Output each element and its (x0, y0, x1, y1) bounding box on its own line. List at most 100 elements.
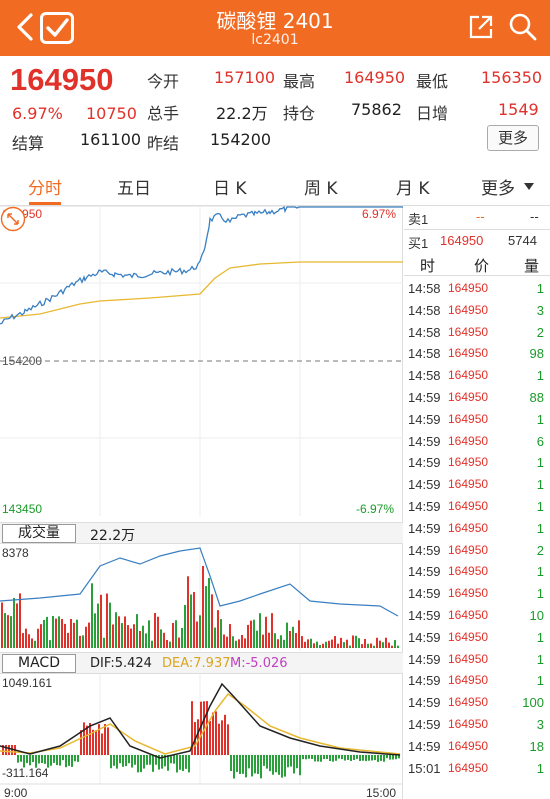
watchlist-check-icon[interactable] (40, 12, 74, 44)
macd-bar (224, 714, 226, 755)
trade-time: 14:59 (408, 520, 441, 536)
tab-weekly-k[interactable]: 周 K (304, 179, 338, 199)
trade-price: 164950 (448, 411, 489, 426)
volume-bar (73, 622, 75, 648)
trade-time: 14:59 (408, 455, 441, 471)
volume-bar (247, 624, 249, 648)
volume-bar (121, 623, 123, 648)
expand-chart-icon[interactable] (0, 206, 26, 232)
macd-indicator-button[interactable]: MACD (2, 654, 76, 673)
trade-time: 14:59 (408, 433, 441, 449)
trade-time: 14:59 (408, 586, 441, 602)
trade-time: 14:59 (408, 390, 441, 405)
macd-bar (317, 755, 319, 762)
trade-row: 14:59 164950 88 (404, 387, 550, 409)
chart-area[interactable]: 164950 6.97% 154200 143450 -6.97% 成交量 22… (0, 206, 403, 799)
volume-bar (103, 637, 105, 648)
trade-qty: 1 (536, 760, 544, 776)
prev-settle-label: 昨结 (147, 134, 180, 153)
tab-intraday[interactable]: 分时 (28, 179, 62, 199)
volume-bar (277, 639, 279, 648)
macd-bar (68, 755, 70, 766)
volume-bar (112, 624, 114, 648)
macd-bar (179, 755, 181, 770)
macd-bar (98, 724, 100, 755)
macd-bar (149, 755, 151, 765)
macd-bar (248, 755, 250, 769)
trade-time: 14:59 (408, 499, 441, 514)
volume-bar (334, 636, 336, 648)
trade-time: 14:58 (408, 324, 441, 340)
volume-bar (370, 643, 372, 648)
trade-time: 14:59 (408, 477, 441, 493)
volume-bar (10, 616, 12, 648)
price-bottom-label: 143450 (2, 502, 43, 516)
trade-row: 14:59 164950 1 (404, 496, 550, 518)
volume-total: 22.2万 (90, 528, 136, 544)
macd-bar (299, 755, 301, 776)
more-button[interactable]: 更多 (487, 125, 539, 151)
search-icon[interactable] (508, 12, 538, 42)
share-icon[interactable] (468, 14, 494, 40)
macd-bar (302, 755, 304, 760)
tab-five-day[interactable]: 五日 (117, 179, 151, 199)
volume-bar (52, 616, 54, 648)
macd-bar (35, 755, 37, 768)
macd-bar (326, 755, 328, 759)
volume-bar (397, 645, 399, 648)
volume-bar (202, 566, 204, 648)
trade-time: 14:59 (408, 629, 441, 645)
bid-qty: 5744 (508, 233, 537, 248)
volume-bar (184, 604, 186, 648)
volume-bar (91, 583, 93, 648)
trade-qty: 1 (536, 564, 544, 580)
macd-bar (356, 755, 358, 759)
back-arrow-icon[interactable] (14, 12, 36, 42)
volume-bar (106, 593, 108, 648)
volume-bar (274, 633, 276, 648)
trade-price: 164950 (448, 368, 489, 383)
volume-bar (40, 624, 42, 648)
trade-price: 164950 (448, 346, 489, 361)
macd-bar (365, 755, 367, 762)
tab-monthly-k[interactable]: 月 K (396, 179, 430, 199)
trade-time: 14:59 (408, 651, 441, 667)
tab-more[interactable]: 更多 (481, 179, 515, 199)
trade-price: 164950 (448, 390, 489, 404)
macd-bar (260, 755, 262, 779)
volume-label: 总手 (147, 104, 180, 123)
macd-bar (362, 755, 364, 761)
trade-time: 14:58 (408, 346, 441, 362)
trade-row: 14:59 164950 1 (404, 409, 550, 431)
macd-bar (137, 755, 139, 773)
volume-bar (163, 632, 165, 648)
trade-qty: 1 (536, 673, 544, 689)
trade-time: 14:59 (408, 608, 441, 623)
macd-bar (50, 755, 52, 766)
volume-bar (343, 642, 345, 648)
macd-bar (59, 755, 61, 766)
top-bar: 碳酸锂 2401 lc2401 (0, 0, 550, 56)
macd-bar (143, 755, 145, 769)
volume-bar (187, 576, 189, 648)
trade-price: 164950 (448, 695, 489, 710)
macd-bar (122, 755, 124, 767)
volume-max-label: 8378 (2, 546, 29, 560)
volume-bar (124, 616, 126, 648)
volume-indicator-button[interactable]: 成交量 (2, 524, 76, 543)
volume-bar (265, 616, 267, 648)
macd-bar (374, 755, 376, 761)
macd-bar (218, 723, 220, 755)
macd-bar (383, 755, 385, 762)
ask-row: 卖1 -- -- (404, 206, 550, 228)
col-time: 时 (420, 258, 436, 275)
macd-bar (251, 755, 253, 777)
last-price: 164950 (10, 62, 114, 97)
tab-daily-k[interactable]: 日 K (213, 179, 247, 199)
macd-bar (290, 755, 292, 767)
order-book-panel: 卖1 -- -- 买1 164950 5744 时 价 量 14:58 16495… (404, 206, 550, 799)
macd-bar (398, 755, 400, 759)
macd-bar (65, 755, 67, 768)
volume-bar (232, 636, 234, 648)
volume-bar (115, 612, 117, 648)
